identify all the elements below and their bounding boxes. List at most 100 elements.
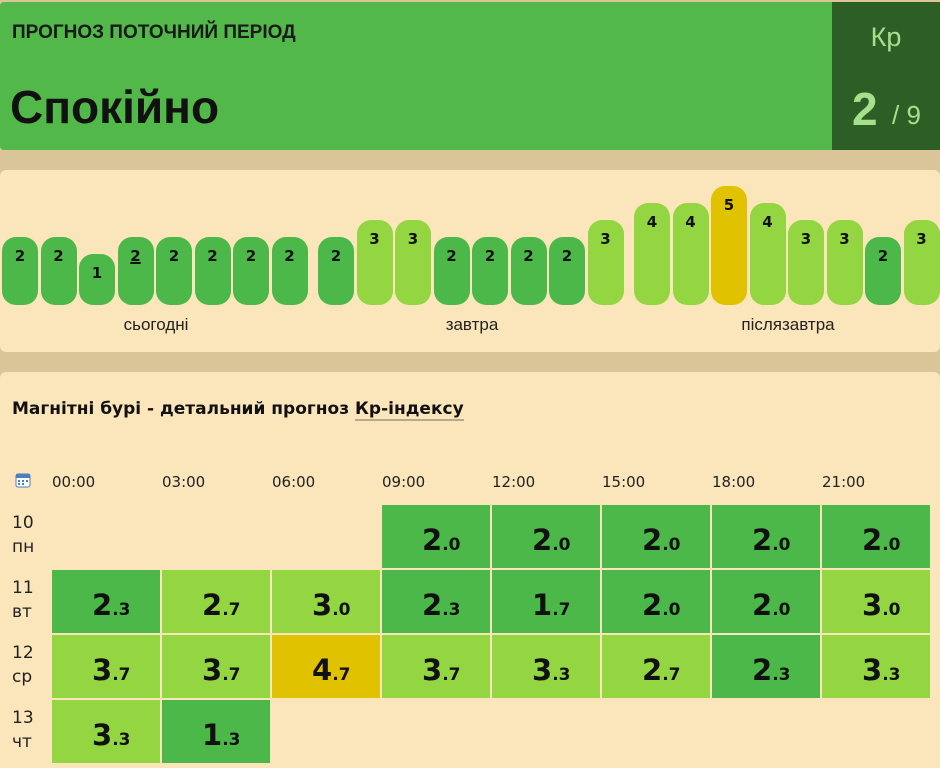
kp-link[interactable]: Кр-індексу	[355, 399, 464, 421]
kp-cell: 3.7	[382, 635, 490, 698]
row-weekday: ср	[12, 667, 33, 687]
kp-bar: 1	[79, 254, 115, 305]
kp-cell: 2.0	[602, 570, 710, 633]
kp-bar: 3	[587, 220, 624, 305]
day-label: завтра	[445, 315, 499, 334]
time-header: 00:00	[52, 473, 96, 491]
kp-bar: 4	[634, 203, 670, 305]
kp-cell: 4.7	[272, 635, 380, 698]
kp-bar: 2	[433, 237, 470, 305]
kp-scale: / 9	[892, 100, 921, 130]
kp-bar: 2	[549, 237, 585, 305]
bar-value: 3	[800, 230, 812, 248]
kp-cell: 3.7	[162, 635, 270, 698]
kp-cell: 3.0	[822, 570, 930, 633]
day-label: післязавтра	[741, 315, 835, 334]
kp-cell: 2.0	[822, 505, 930, 568]
calendar-icon	[15, 473, 31, 488]
kp-bar: 2	[156, 237, 192, 305]
status-text: Спокійно	[10, 81, 220, 133]
bar-value: 2	[877, 247, 889, 265]
bar-value: 1	[91, 264, 103, 282]
kp-bar: 3	[395, 220, 431, 305]
bar-value: 3	[916, 230, 927, 248]
day-label: 10 пн	[12, 511, 34, 559]
kp-bar: 2	[865, 237, 901, 305]
time-header: 06:00	[272, 473, 316, 491]
row-day: 10	[12, 513, 34, 533]
kp-cell: 2.3	[382, 570, 490, 633]
day-label: 12 ср	[12, 641, 34, 689]
bar-value: 4	[646, 213, 658, 231]
kp-bar: 4	[749, 203, 786, 305]
title-text: Магнітні бурі - детальний прогноз	[12, 399, 355, 419]
row-weekday: чт	[12, 732, 32, 752]
kp-cell: 3.3	[492, 635, 600, 698]
time-header: 15:00	[602, 473, 646, 491]
bar-value: 3	[600, 230, 611, 248]
bar-value: 3	[407, 230, 419, 248]
kp-bar: 3	[788, 220, 824, 305]
row-day: 13	[12, 708, 34, 728]
day-label: сьогодні	[123, 315, 189, 334]
status-header: ПРОГНОЗ ПОТОЧНИЙ ПЕРІОД Спокійно	[0, 2, 832, 150]
kp-bar: 3	[826, 220, 863, 305]
bar-value: 2	[330, 247, 342, 265]
kp-cell: 3.3	[52, 700, 160, 763]
kp-bar: 2	[472, 237, 508, 305]
kp-box: Кр 2 / 9	[832, 2, 940, 150]
time-header: 03:00	[162, 473, 206, 491]
row-weekday: пн	[12, 537, 35, 557]
bar-value: 2	[446, 247, 457, 265]
kp-bar: 4	[672, 203, 709, 305]
kp-cell: 3.3	[822, 635, 930, 698]
bar-value: 2	[245, 247, 257, 265]
day-label: 13 чт	[12, 706, 34, 754]
bar-value: 2	[207, 247, 218, 265]
bar-value: 3	[369, 230, 380, 248]
kp-bar: 2	[510, 237, 547, 305]
bar-value: 2	[523, 247, 534, 265]
kp-cell: 2.0	[382, 505, 490, 568]
kp-cell: 2.7	[602, 635, 710, 698]
kp-cell: 2.0	[712, 505, 820, 568]
time-header: 18:00	[712, 473, 756, 491]
bar-value: 2	[53, 247, 64, 265]
bar-value: 5	[723, 196, 735, 214]
row-day: 11	[12, 578, 34, 598]
kp-bar: 3	[356, 220, 393, 305]
kp-cell: 1.7	[492, 570, 600, 633]
time-header: 21:00	[822, 473, 866, 491]
kp-bar: 5	[711, 186, 747, 305]
kp-cell: 2.0	[492, 505, 600, 568]
kp-value: 2	[852, 83, 878, 135]
bar-value: 2	[168, 247, 180, 265]
kp-cell: 3.7	[52, 635, 160, 698]
kp-bar: 2	[194, 237, 231, 305]
time-header: 12:00	[492, 473, 536, 491]
detail-forecast: Магнітні бурі - детальний прогноз Кр-інд…	[0, 372, 940, 768]
kp-bar: 2	[271, 237, 308, 305]
day-label: 11 вт	[12, 576, 34, 624]
bar-value: 2	[484, 247, 496, 265]
header-title: ПРОГНОЗ ПОТОЧНИЙ ПЕРІОД	[12, 22, 296, 43]
kp-cell: 2.3	[712, 635, 820, 698]
kp-cell: 2.0	[602, 505, 710, 568]
bar-value: 4	[685, 213, 696, 231]
bar-value: 4	[762, 213, 773, 231]
bar-value: 3	[839, 230, 850, 248]
bar-value: 2	[14, 247, 26, 265]
bar-value: 2	[130, 247, 141, 265]
kp-bar: 2	[2, 237, 38, 305]
kp-cell: 2.0	[712, 570, 820, 633]
kp-bar: 3	[903, 220, 940, 305]
forecast-bars: 2 2 1 2 2 2 2 2 сьогодні 2 3 3 2 2 2 2 3 завтра 4 4 5 4 3 3 2 3 пі…	[0, 170, 940, 352]
kp-cell: 2.3	[52, 570, 160, 633]
row-day: 12	[12, 643, 34, 663]
kp-cell: 3.0	[272, 570, 380, 633]
kp-cell: 2.7	[162, 570, 270, 633]
kp-bar: 2	[40, 237, 77, 305]
time-header: 09:00	[382, 473, 426, 491]
detail-title: Магнітні бурі - детальний прогноз Кр-інд…	[12, 399, 464, 421]
kp-bar: 2	[117, 237, 154, 305]
